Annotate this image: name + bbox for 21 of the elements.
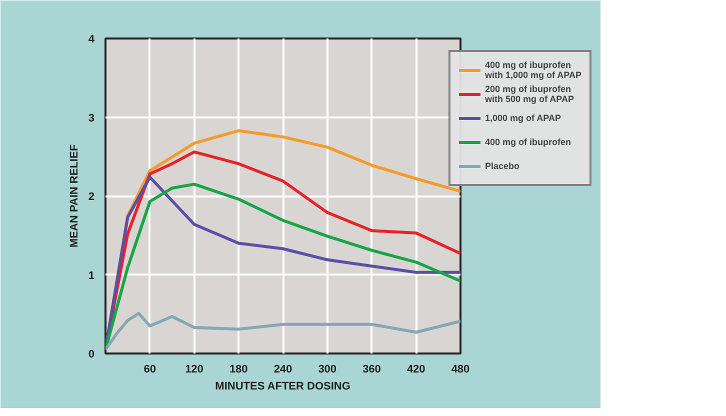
- x-tick-label: 60: [144, 364, 156, 376]
- y-tick-label: 3: [88, 112, 95, 124]
- y-tick-label: 4: [88, 34, 96, 46]
- legend-label: 1,000 mg of APAP: [485, 113, 562, 123]
- legend-label: Placebo: [485, 161, 520, 171]
- y-tick-label: 1: [88, 270, 95, 282]
- x-axis-title: MINUTES AFTER DOSING: [215, 380, 350, 392]
- legend-label: 200 mg of ibuprofen with 500 mg of APAP: [485, 84, 574, 104]
- x-tick-label: 240: [274, 364, 292, 376]
- legend-label: 400 mg of ibuprofen: [485, 137, 572, 147]
- x-tick-label: 360: [362, 364, 381, 376]
- x-tick-label: 420: [406, 364, 426, 376]
- x-tick-label: 480: [451, 364, 470, 376]
- legend-label: 400 mg of ibuprofen with 1,000 mg of APAP: [485, 60, 582, 80]
- x-tick-label: 120: [185, 364, 204, 376]
- x-tick-label: 180: [229, 364, 248, 376]
- line-series: [106, 312, 460, 352]
- y-axis-title: MEAN PAIN RELIEF: [68, 144, 80, 248]
- y-tick-label: 2: [88, 191, 95, 203]
- x-tick-label: 300: [318, 364, 337, 376]
- y-tick-label: 0: [88, 348, 95, 360]
